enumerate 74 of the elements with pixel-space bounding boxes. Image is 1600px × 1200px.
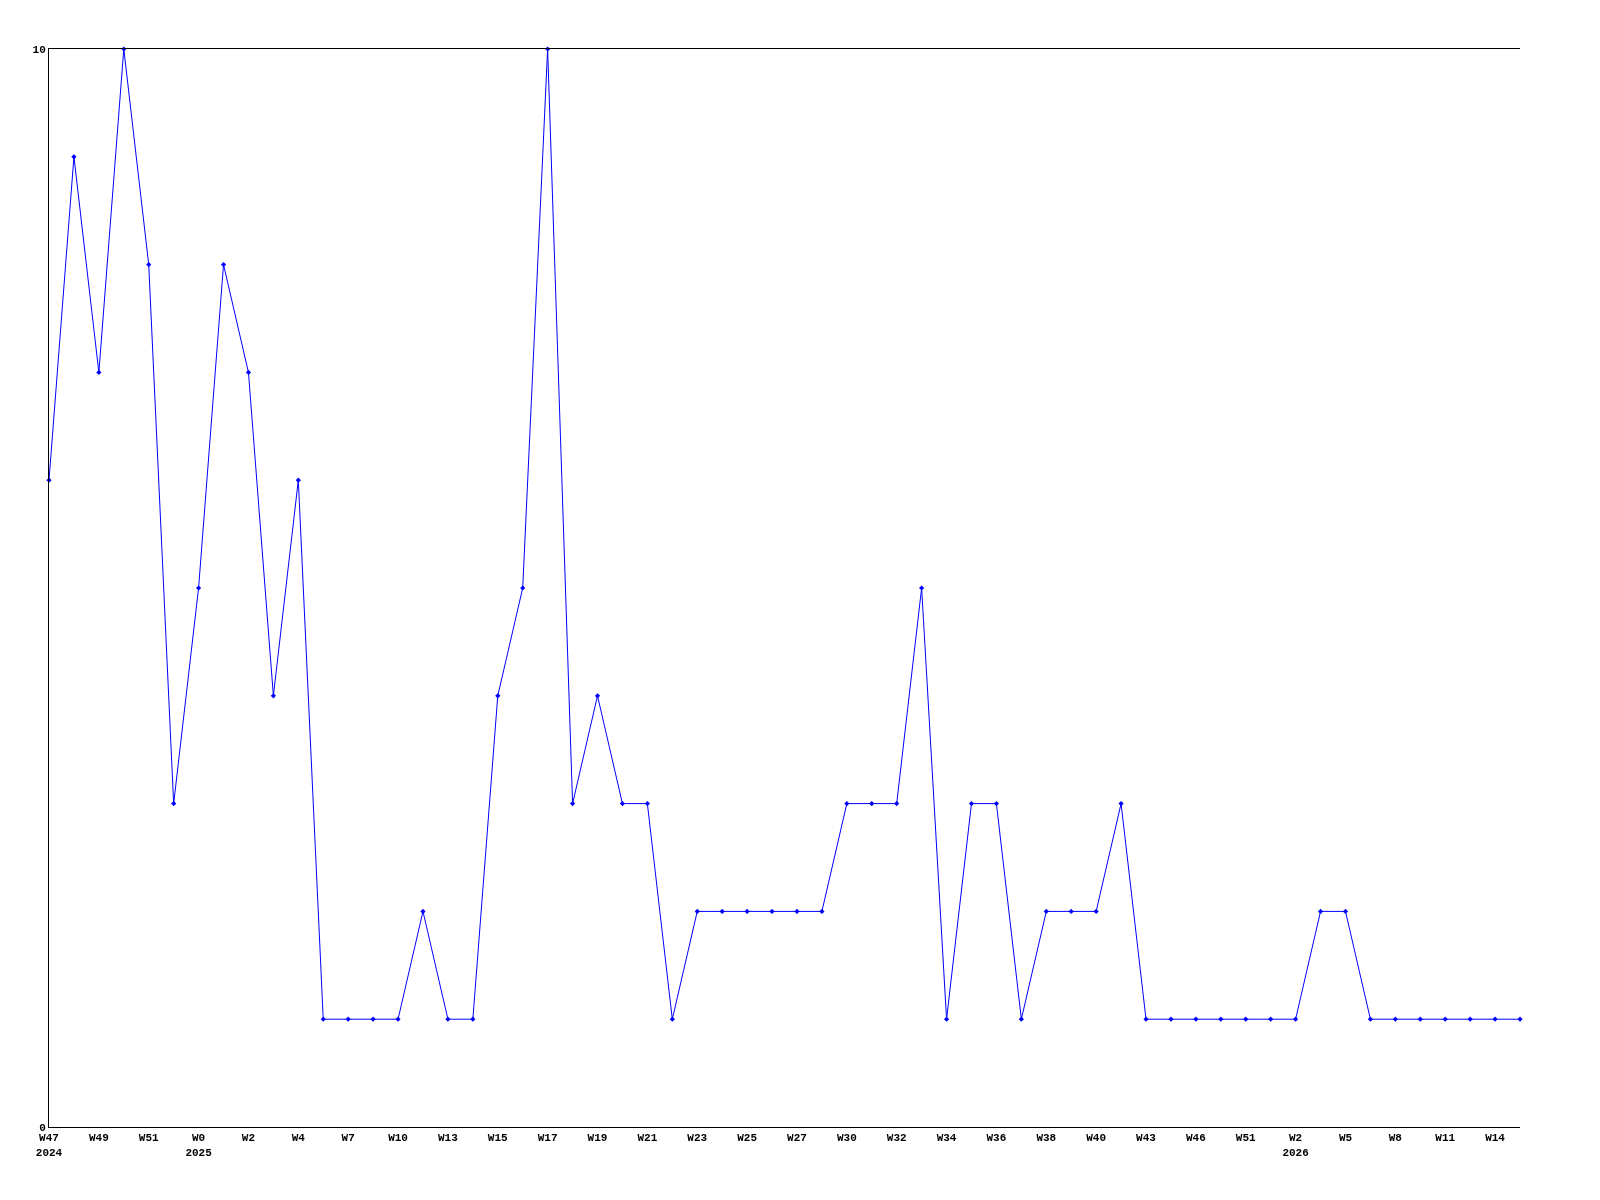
- point: [1342, 908, 1349, 914]
- point: [1043, 908, 1049, 914]
- x-tick-label: W10: [388, 1132, 408, 1145]
- x-tick-label: W46: [1185, 1132, 1206, 1145]
- point: [146, 262, 152, 268]
- x-tick-label: W13: [438, 1132, 459, 1145]
- x-tick-label: W34: [936, 1132, 957, 1145]
- point: [1118, 801, 1124, 807]
- x-tick-label: W17: [537, 1132, 558, 1145]
- x-tick-label: W4: [291, 1132, 306, 1145]
- point: [769, 908, 775, 914]
- x-tick-label: W49: [88, 1132, 109, 1145]
- point: [844, 801, 850, 807]
- x-tick-label: W47 2024: [35, 1132, 63, 1159]
- point: [220, 262, 227, 268]
- x-tick-label: W5: [1338, 1132, 1353, 1145]
- point: [644, 801, 650, 807]
- x-tick-label: W0 2025: [185, 1132, 213, 1159]
- x-tick-label: W23: [687, 1132, 708, 1145]
- x-tick-label: W2 2026: [1282, 1132, 1309, 1159]
- point: [1317, 908, 1324, 914]
- point: [1243, 1016, 1249, 1022]
- point: [420, 908, 426, 914]
- point: [1018, 1016, 1024, 1022]
- point: [270, 693, 276, 699]
- x-tick-label: W38: [1036, 1132, 1057, 1145]
- point: [694, 908, 700, 914]
- x-tick-label: W14: [1485, 1132, 1506, 1145]
- point: [794, 908, 800, 914]
- x-tick-label: W25: [737, 1132, 758, 1145]
- x-tick-label: W2: [241, 1132, 256, 1145]
- point: [1392, 1016, 1398, 1022]
- point: [245, 369, 252, 375]
- point: [171, 801, 177, 807]
- x-tick-label: W40: [1086, 1132, 1107, 1145]
- point: [869, 801, 875, 807]
- x-tick-label: W36: [986, 1132, 1007, 1145]
- x-tick-label: W27: [787, 1132, 807, 1145]
- x-tick-label: W7: [341, 1132, 355, 1145]
- x-tick-label: W43: [1136, 1132, 1157, 1145]
- point: [1218, 1016, 1224, 1022]
- x-tick-label: W21: [637, 1132, 658, 1145]
- x-tick-label: W15: [487, 1132, 509, 1145]
- point: [1068, 908, 1074, 914]
- x-tick-label: W8: [1388, 1132, 1403, 1145]
- y-tick-label: 0: [39, 1121, 46, 1134]
- point: [594, 693, 601, 699]
- point: [320, 1016, 326, 1022]
- point: [1293, 1016, 1299, 1022]
- point: [195, 585, 202, 591]
- point: [744, 908, 750, 914]
- point: [495, 693, 501, 699]
- point: [819, 908, 825, 914]
- x-tick-label: W19: [587, 1132, 608, 1145]
- point: [96, 369, 102, 375]
- point: [1367, 1016, 1374, 1022]
- point: [619, 801, 626, 807]
- point: [669, 1016, 675, 1022]
- x-tick-label: W32: [886, 1132, 907, 1145]
- point: [968, 801, 975, 807]
- x-tick-label: W51: [1235, 1132, 1257, 1145]
- x-tick-label: W51: [138, 1132, 160, 1145]
- point: [1417, 1016, 1423, 1022]
- point: [1093, 908, 1099, 914]
- x-tick-label: W30: [836, 1132, 857, 1145]
- point: [993, 801, 1000, 807]
- x-tick-label: W11: [1435, 1132, 1456, 1145]
- point: [1268, 1016, 1274, 1022]
- point: [894, 801, 900, 807]
- point: [295, 477, 301, 483]
- point: [719, 908, 725, 914]
- point: [569, 801, 576, 807]
- point: [943, 1016, 950, 1022]
- y-tick-label: 10: [32, 43, 46, 56]
